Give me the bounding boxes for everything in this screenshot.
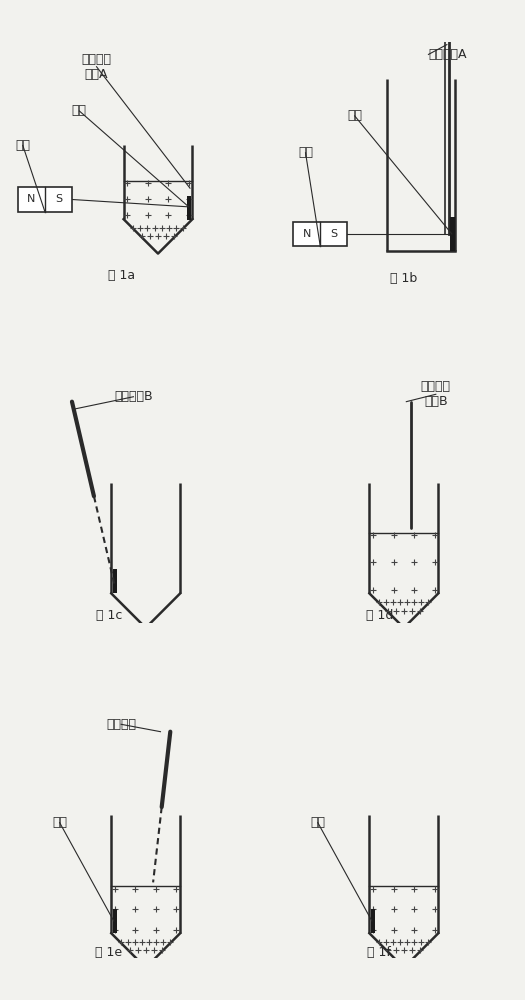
Bar [371, 909, 375, 933]
Text: 含磁珠的
液体B: 含磁珠的 液体B [421, 380, 451, 408]
Text: 磁珠: 磁珠 [347, 109, 362, 122]
Text: 磁珠: 磁珠 [72, 104, 87, 117]
Text: 图 1c: 图 1c [96, 609, 122, 622]
Bar [112, 909, 117, 933]
Text: 图 1e: 图 1e [95, 946, 122, 959]
Text: 图 1f: 图 1f [368, 946, 391, 959]
Text: 移走液体A: 移走液体A [428, 48, 467, 61]
Text: S: S [330, 229, 338, 239]
Text: S: S [55, 194, 62, 204]
Text: N: N [27, 194, 36, 204]
Bar [293, 222, 348, 246]
Bar [187, 196, 192, 220]
Bar [18, 187, 72, 212]
Text: 图 1b: 图 1b [390, 272, 417, 285]
Text: 图 1a: 图 1a [108, 269, 135, 282]
Text: 含磁珠的
液体A: 含磁珠的 液体A [81, 53, 111, 81]
Text: 磁珠: 磁珠 [310, 816, 326, 829]
Bar [112, 569, 117, 593]
Text: 磁珠: 磁珠 [52, 816, 67, 829]
Text: 加注液体: 加注液体 [106, 718, 136, 731]
Text: 加注液体B: 加注液体B [114, 390, 153, 403]
Bar [450, 217, 455, 251]
Text: 磁铁: 磁铁 [15, 139, 30, 152]
Text: 磁铁: 磁铁 [298, 146, 313, 159]
Text: N: N [302, 229, 311, 239]
Text: 图 1d: 图 1d [365, 609, 393, 622]
